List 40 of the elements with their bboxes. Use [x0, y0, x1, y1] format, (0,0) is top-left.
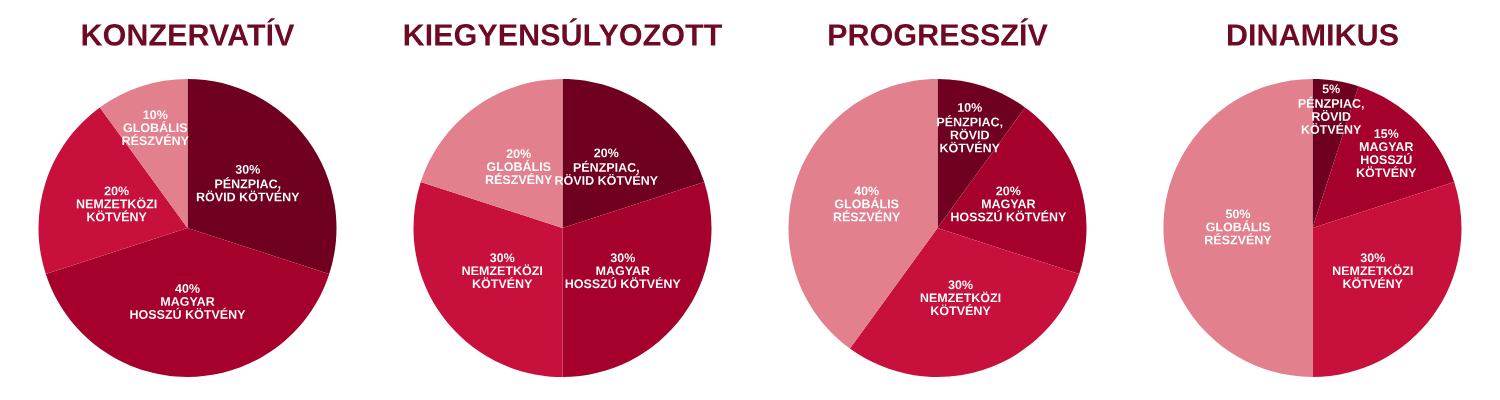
- chart-title: DINAMIKUS: [1227, 24, 1398, 46]
- data-label: 30%: [948, 280, 973, 290]
- pie-slice: [1312, 181, 1462, 378]
- slice-label: GLOBÁLIS RÉSZVÉNY: [1205, 220, 1272, 245]
- data-label: 10%: [958, 103, 982, 112]
- slice-label: NEMZETKÖZI KÖTVÉNY: [920, 291, 1001, 316]
- chart-title: KIEGYENSÚLYOZOTT: [404, 18, 723, 46]
- slice-label: GLOBÁLIS RÉSZVÉNY: [485, 159, 553, 185]
- slice-label: GLOBÁLIS RÉSZVÉNY: [833, 197, 901, 222]
- chart-title: PROGRESSZÍV: [829, 18, 1048, 46]
- pie-slice: [187, 78, 337, 275]
- data-label: 50%: [1225, 209, 1251, 219]
- data-label: 40%: [175, 284, 200, 293]
- slice-label: PÉNZPIAC, RÖVID KÖTVÉNY: [1298, 96, 1364, 134]
- pie-slice: [849, 228, 1080, 378]
- slice-label: NEMZETKÖZI KÖTVÉNY: [1332, 264, 1413, 289]
- data-label: 20%: [594, 148, 619, 158]
- data-label: 30%: [610, 253, 635, 263]
- slice-label: PÉNZPIAC, RÖVID KÖTVÉNY: [196, 177, 300, 202]
- slice-label: PÉNZPIAC, RÖVID KÖTVÉNY: [555, 160, 658, 185]
- slice-label: NEMZETKÖZI KÖTVÉNY: [462, 264, 543, 289]
- data-label: 30%: [490, 253, 515, 263]
- data-label: 20%: [506, 149, 531, 159]
- slice-label: MAGYAR HOSSZÚ KÖTVÉNY: [1356, 142, 1417, 178]
- slice-label: PÉNZPIAC, RÖVID KÖTVÉNY: [937, 115, 1003, 153]
- data-label: 5%: [1322, 84, 1340, 94]
- data-label: 30%: [1360, 253, 1385, 263]
- pie-slice: [38, 107, 188, 275]
- data-label: 20%: [996, 186, 1021, 196]
- chart-title: KONZERVATÍV: [82, 18, 295, 46]
- pie-slice: [45, 228, 330, 378]
- slice-label: NEMZETKÖZI KÖTVÉNY: [76, 197, 157, 222]
- data-label: 10%: [143, 110, 168, 120]
- data-label: 15%: [1374, 129, 1399, 139]
- slice-label: MAGYAR HOSSZÚ KÖTVÉNY: [565, 266, 681, 289]
- data-label: 30%: [235, 164, 260, 174]
- data-label: 20%: [104, 186, 129, 196]
- data-label: 40%: [854, 186, 879, 196]
- slice-label: MAGYAR HOSSZÚ KÖTVÉNY: [130, 297, 246, 319]
- slice-label: MAGYAR HOSSZÚ KÖTVÉNY: [951, 199, 1067, 222]
